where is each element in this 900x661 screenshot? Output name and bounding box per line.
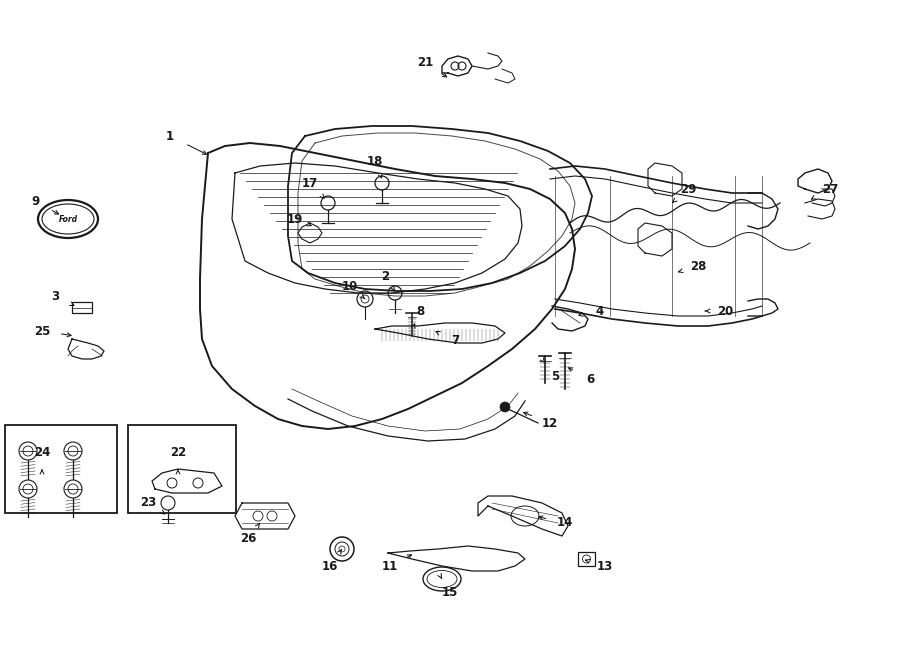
Ellipse shape (427, 570, 457, 588)
Text: 12: 12 (542, 416, 558, 430)
Text: 4: 4 (596, 305, 604, 317)
Circle shape (23, 484, 33, 494)
Text: 29: 29 (680, 182, 697, 196)
Text: 17: 17 (302, 176, 318, 190)
Bar (128, 425, 236, 513)
Circle shape (335, 542, 349, 556)
Text: 10: 10 (342, 280, 358, 293)
Text: 9: 9 (31, 194, 39, 208)
Text: 27: 27 (822, 182, 838, 196)
Circle shape (339, 546, 345, 552)
Circle shape (388, 286, 402, 300)
Circle shape (64, 442, 82, 460)
Bar (578, 552, 595, 566)
Text: 7: 7 (451, 334, 459, 348)
Text: 2: 2 (381, 270, 389, 282)
Ellipse shape (423, 567, 461, 591)
Text: 13: 13 (597, 559, 613, 572)
Circle shape (330, 537, 354, 561)
Text: 20: 20 (717, 305, 734, 317)
Circle shape (68, 446, 78, 456)
Text: 22: 22 (170, 446, 186, 459)
Text: 3: 3 (51, 290, 59, 303)
Text: 26: 26 (239, 533, 256, 545)
Text: 15: 15 (442, 586, 458, 600)
Circle shape (161, 496, 175, 510)
Circle shape (68, 484, 78, 494)
Circle shape (19, 442, 37, 460)
Text: 28: 28 (689, 260, 706, 272)
Text: 5: 5 (551, 369, 559, 383)
Bar (72, 302, 92, 313)
Circle shape (500, 402, 510, 412)
Text: 11: 11 (382, 559, 398, 572)
Text: 23: 23 (140, 496, 156, 510)
Text: 21: 21 (417, 56, 433, 69)
Text: 1: 1 (166, 130, 174, 143)
Circle shape (361, 295, 369, 303)
Text: 14: 14 (557, 516, 573, 529)
Circle shape (321, 196, 335, 210)
Text: 25: 25 (34, 325, 50, 338)
Circle shape (357, 291, 373, 307)
Text: 6: 6 (586, 373, 594, 385)
Text: 24: 24 (34, 446, 50, 459)
Text: Ford: Ford (58, 215, 77, 223)
Ellipse shape (38, 200, 98, 238)
Circle shape (64, 480, 82, 498)
Text: 19: 19 (287, 212, 303, 225)
Ellipse shape (42, 204, 94, 234)
Bar (5, 425, 117, 513)
Text: 16: 16 (322, 559, 338, 572)
Text: 18: 18 (367, 155, 383, 167)
Circle shape (375, 176, 389, 190)
Circle shape (19, 480, 37, 498)
Text: 8: 8 (416, 305, 424, 317)
Circle shape (23, 446, 33, 456)
